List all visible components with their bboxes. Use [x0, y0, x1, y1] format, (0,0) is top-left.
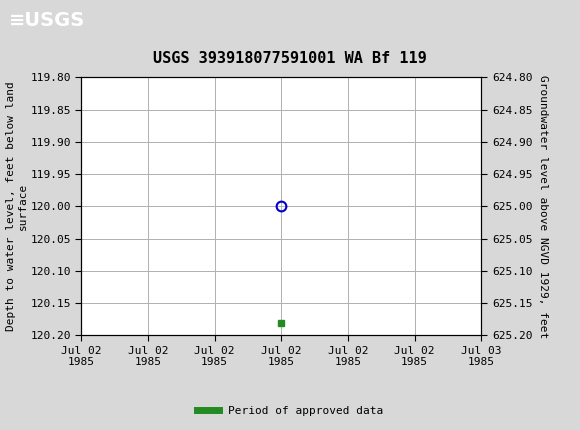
- Text: ≡USGS: ≡USGS: [9, 11, 85, 30]
- Y-axis label: Depth to water level, feet below land
surface: Depth to water level, feet below land su…: [6, 82, 27, 331]
- Y-axis label: Groundwater level above NGVD 1929, feet: Groundwater level above NGVD 1929, feet: [538, 75, 548, 338]
- Text: USGS 393918077591001 WA Bf 119: USGS 393918077591001 WA Bf 119: [153, 51, 427, 65]
- Legend: Period of approved data: Period of approved data: [193, 401, 387, 420]
